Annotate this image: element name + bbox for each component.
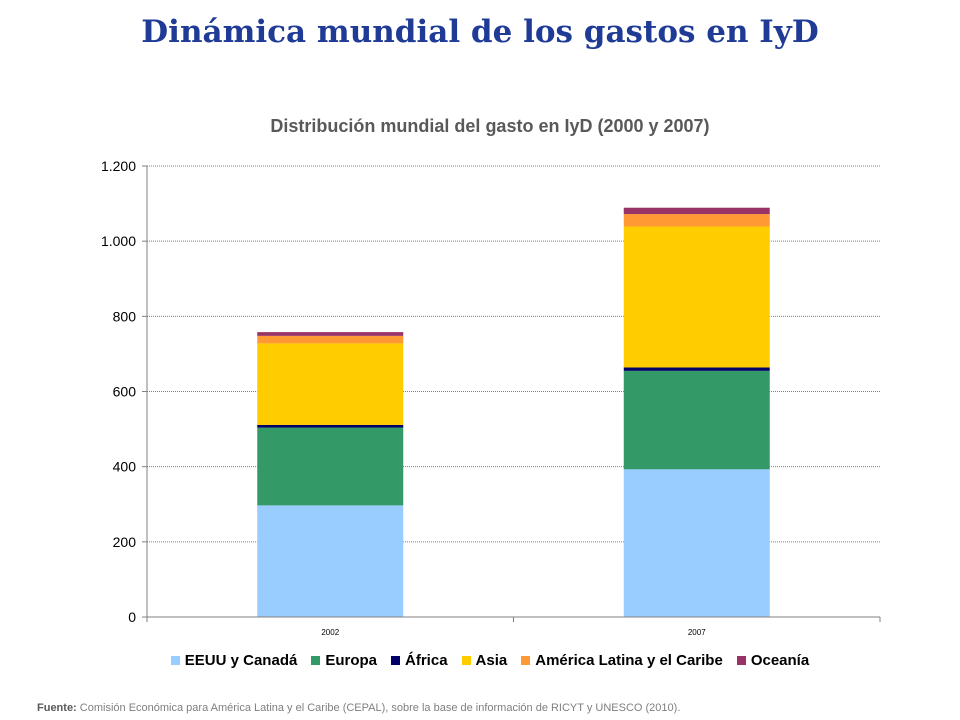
legend-swatch — [391, 656, 401, 665]
legend-swatch — [461, 656, 471, 665]
bar-segment — [257, 335, 404, 344]
legend-item: África — [391, 652, 448, 669]
y-tick-label: 1.200 — [101, 158, 136, 174]
x-tick-label: 2002 — [321, 628, 339, 637]
bar-segment — [257, 424, 404, 428]
legend-item: América Latina y el Caribe — [521, 652, 723, 669]
legend-swatch — [170, 656, 180, 665]
legend-label: África — [405, 652, 448, 669]
y-tick-label: 200 — [113, 534, 137, 550]
bar-segment — [257, 343, 404, 425]
legend-item: Europa — [311, 652, 377, 669]
y-tick-label: 800 — [113, 308, 137, 324]
slide-title: Dinámica mundial de los gastos en IyD — [141, 14, 819, 50]
bar-segment — [623, 207, 770, 215]
legend-label: América Latina y el Caribe — [535, 652, 723, 669]
bar-segment — [623, 469, 770, 617]
legend-item: EEUU y Canadá — [170, 652, 298, 669]
legend-item: Oceanía — [736, 652, 810, 669]
legend-label: EEUU y Canadá — [184, 652, 298, 669]
x-tick-label: 2007 — [688, 628, 706, 637]
source-label: Fuente: — [37, 702, 77, 714]
legend-swatch — [736, 656, 746, 665]
bar-segment — [257, 332, 404, 336]
y-tick-label: 1.000 — [101, 233, 136, 249]
legend-item: Asia — [461, 652, 508, 669]
y-tick-label: 400 — [113, 459, 137, 475]
bar-segment — [623, 367, 770, 371]
bar-segment — [257, 427, 404, 506]
bar-segment — [623, 214, 770, 227]
chart-legend: EEUU y Canadá Europa África Asia América Lat… — [0, 652, 960, 669]
source-text: Comisión Económica para América Latina y… — [79, 702, 681, 714]
y-tick-label: 0 — [128, 609, 136, 625]
bar-segment — [257, 505, 404, 617]
y-tick-label: 600 — [113, 384, 137, 400]
legend-label: Europa — [325, 652, 378, 669]
legend-label: Oceanía — [750, 652, 810, 669]
chart-title: Distribución mundial del gasto en IyD (2… — [270, 116, 710, 136]
bar-segment — [623, 226, 770, 368]
legend-swatch — [311, 656, 321, 665]
source-note: Fuente: Comisión Económica para América … — [37, 702, 680, 714]
legend-swatch — [521, 656, 531, 665]
bar-segment — [623, 370, 770, 470]
legend-label: Asia — [475, 652, 508, 669]
